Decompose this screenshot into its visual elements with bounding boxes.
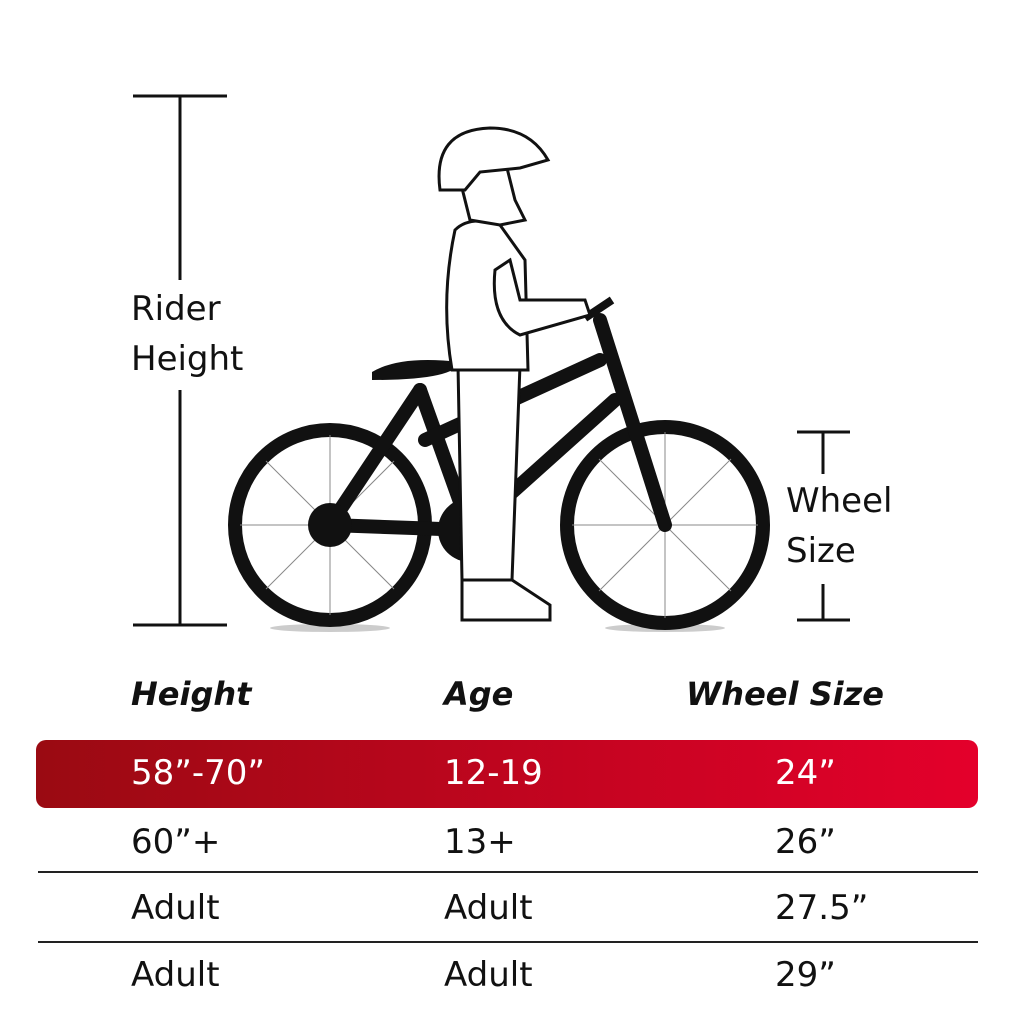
row-separator xyxy=(38,941,978,943)
wheel-size-label: Wheel Size xyxy=(786,481,893,571)
table-cell: Adult xyxy=(444,955,533,995)
table-cell: 12-19 xyxy=(444,753,543,793)
table-cell: 27.5” xyxy=(775,888,869,928)
table-cell: 29” xyxy=(775,955,836,995)
column-header: Age xyxy=(444,675,514,713)
table-cell: 13+ xyxy=(444,822,516,862)
table-cell: 24” xyxy=(775,753,836,793)
bike-illustration xyxy=(133,94,850,632)
highlight-row xyxy=(36,740,978,808)
table-cell: Adult xyxy=(131,888,220,928)
table-cell: Adult xyxy=(131,955,220,995)
column-header: Height xyxy=(131,675,252,713)
column-header: Wheel Size xyxy=(686,675,884,713)
table-cell: 58”-70” xyxy=(131,753,266,793)
table-cell: 60”+ xyxy=(131,822,221,862)
table-cell: Adult xyxy=(444,888,533,928)
rider-height-label: Rider Height xyxy=(131,289,244,379)
table-cell: 26” xyxy=(775,822,836,862)
row-separator xyxy=(38,871,978,873)
